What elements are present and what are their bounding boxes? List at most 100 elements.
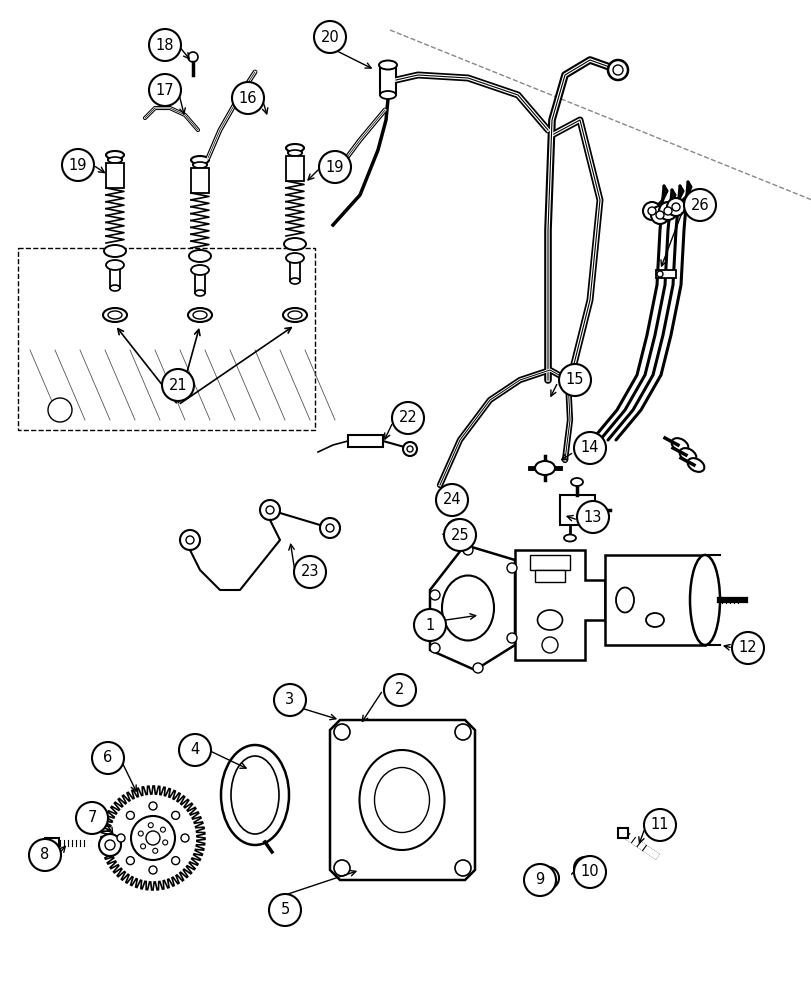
Text: 1: 1	[425, 617, 434, 633]
Ellipse shape	[288, 150, 302, 156]
Circle shape	[131, 816, 175, 860]
Ellipse shape	[288, 311, 302, 319]
Text: 6: 6	[103, 750, 113, 766]
Polygon shape	[514, 550, 604, 660]
Circle shape	[171, 811, 179, 819]
Circle shape	[186, 536, 194, 544]
Circle shape	[414, 609, 445, 641]
Circle shape	[402, 442, 417, 456]
Circle shape	[541, 637, 557, 653]
Ellipse shape	[564, 534, 575, 542]
Circle shape	[392, 402, 423, 434]
Polygon shape	[430, 545, 514, 670]
Circle shape	[181, 834, 189, 842]
Ellipse shape	[440, 486, 458, 498]
Circle shape	[647, 207, 655, 215]
Circle shape	[99, 834, 121, 856]
Text: 25: 25	[450, 528, 469, 542]
Circle shape	[573, 432, 605, 464]
Text: 3: 3	[285, 692, 294, 708]
Circle shape	[607, 60, 627, 80]
Circle shape	[188, 52, 198, 62]
Ellipse shape	[191, 265, 208, 275]
Circle shape	[180, 530, 200, 550]
Circle shape	[319, 151, 350, 183]
Circle shape	[454, 860, 470, 876]
Circle shape	[268, 894, 301, 926]
Circle shape	[29, 839, 61, 871]
Ellipse shape	[447, 520, 461, 530]
Ellipse shape	[671, 438, 688, 452]
Ellipse shape	[108, 157, 122, 163]
Circle shape	[314, 21, 345, 53]
Circle shape	[650, 206, 668, 224]
Circle shape	[672, 203, 679, 211]
Ellipse shape	[379, 61, 397, 70]
Text: 5: 5	[280, 902, 290, 917]
Ellipse shape	[380, 91, 396, 99]
Circle shape	[406, 446, 413, 452]
Ellipse shape	[106, 260, 124, 270]
Ellipse shape	[230, 756, 279, 834]
Circle shape	[148, 823, 153, 828]
Text: 21: 21	[169, 377, 187, 392]
Bar	[617, 828, 627, 838]
Text: 11: 11	[650, 817, 668, 832]
Text: 18: 18	[156, 38, 174, 53]
Ellipse shape	[689, 555, 719, 645]
Text: 16: 16	[238, 91, 257, 106]
Bar	[530, 555, 569, 570]
Text: 17: 17	[156, 83, 174, 98]
Polygon shape	[329, 720, 474, 880]
Circle shape	[444, 519, 475, 551]
Circle shape	[138, 831, 143, 836]
Circle shape	[543, 873, 552, 883]
Circle shape	[642, 202, 660, 220]
Text: 8: 8	[41, 847, 49, 862]
Text: 20: 20	[320, 30, 339, 45]
Bar	[285, 156, 303, 181]
Circle shape	[473, 663, 483, 673]
Circle shape	[127, 811, 134, 819]
Ellipse shape	[359, 750, 444, 850]
Ellipse shape	[103, 308, 127, 322]
Circle shape	[384, 674, 415, 706]
Ellipse shape	[285, 253, 303, 263]
Polygon shape	[101, 786, 204, 890]
Circle shape	[105, 840, 115, 850]
Circle shape	[325, 524, 333, 532]
Ellipse shape	[221, 745, 289, 845]
Ellipse shape	[193, 311, 207, 319]
Circle shape	[656, 271, 663, 277]
Bar	[655, 270, 676, 278]
Circle shape	[148, 74, 181, 106]
Circle shape	[454, 724, 470, 740]
Circle shape	[320, 518, 340, 538]
Circle shape	[666, 198, 684, 216]
Circle shape	[643, 809, 676, 841]
Text: 7: 7	[88, 810, 97, 825]
Circle shape	[273, 684, 306, 716]
Circle shape	[162, 840, 168, 845]
Circle shape	[148, 802, 157, 810]
Circle shape	[76, 802, 108, 834]
Circle shape	[152, 848, 157, 853]
Circle shape	[62, 149, 94, 181]
Circle shape	[146, 831, 160, 845]
Circle shape	[171, 857, 179, 865]
Ellipse shape	[441, 576, 493, 641]
Circle shape	[148, 29, 181, 61]
Circle shape	[430, 643, 440, 653]
Ellipse shape	[195, 290, 204, 296]
Text: 19: 19	[325, 160, 344, 175]
Circle shape	[506, 633, 517, 643]
Circle shape	[663, 207, 672, 215]
Circle shape	[117, 834, 125, 842]
Ellipse shape	[106, 151, 124, 159]
Text: 14: 14	[580, 440, 599, 456]
Text: 9: 9	[534, 872, 544, 887]
Circle shape	[162, 369, 194, 401]
Ellipse shape	[374, 767, 429, 832]
Bar	[45, 838, 59, 848]
Circle shape	[506, 563, 517, 573]
